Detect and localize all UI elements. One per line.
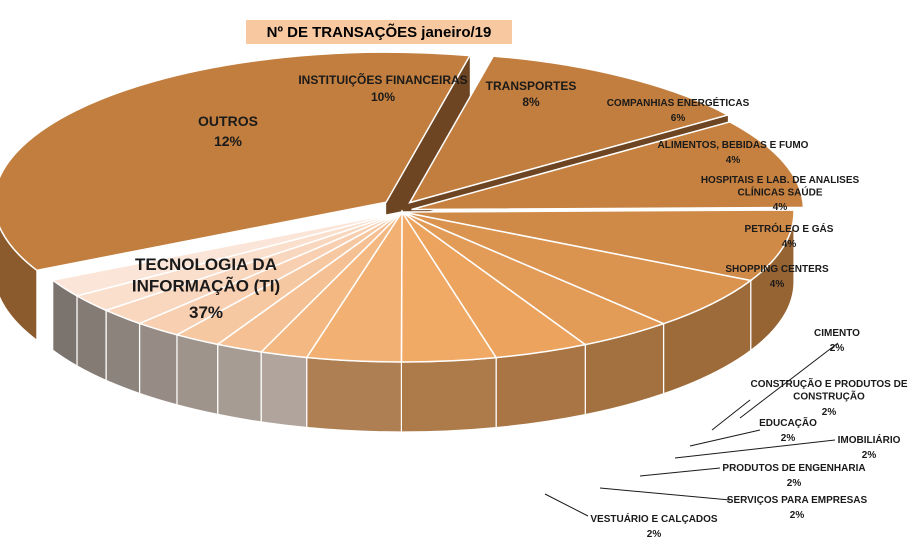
slice-value-1: 12% [214, 133, 243, 149]
slice-label-4: COMPANHIAS ENERGÉTICAS [607, 96, 750, 109]
slice-labels: TECNOLOGIA DA INFORMAÇÃO (TI) 37% OUTROS 12%… [132, 72, 908, 540]
pie-slice-1 [408, 55, 730, 204]
slice-label-7: PETRÓLEO E GÁS [745, 222, 834, 235]
slice-label-12: IMOBILIÁRIO [838, 433, 901, 446]
pie-slice-0 [0, 51, 472, 272]
pie-side-8 [306, 356, 403, 433]
slice-label-0: TECNOLOGIA DA INFORMAÇÃO (TI) [132, 255, 280, 295]
slice-label-1: OUTROS [198, 113, 258, 129]
slice-value-6: 4% [773, 202, 788, 213]
chart-title: Nº DE TRANSAÇÕES janeiro/19 [246, 20, 512, 44]
leader-lines [544, 342, 839, 517]
pie-side-7 [400, 356, 497, 433]
pie-slice-4 [401, 211, 753, 325]
slice-value-2: 10% [371, 90, 395, 104]
slice-label-14: SERVIÇOS PARA EMPRESAS [727, 495, 868, 506]
slice-value-10: 2% [822, 407, 837, 418]
leader-line-11 [689, 429, 761, 447]
pie-slice-2 [411, 121, 805, 211]
pie-slice-3 [401, 209, 795, 282]
leader-line-12 [674, 439, 836, 459]
slice-label-15: VESTUÁRIO E CALÇADOS [590, 512, 718, 525]
pie-side-12 [138, 322, 178, 406]
leader-line-15 [544, 493, 589, 517]
pie-slice-15 [50, 211, 403, 297]
slice-value-5: 4% [726, 155, 741, 166]
pie-side-11 [176, 334, 219, 416]
pie-side-13 [105, 309, 141, 395]
slice-value-12: 2% [862, 450, 877, 461]
slice-label-6: HOSPITAIS E LAB. DE ANALISES CLÍNICAS SAÚ… [701, 175, 860, 199]
slice-label-13: PRODUTOS DE ENGENHARIA [722, 463, 865, 474]
slice-value-9: 2% [830, 343, 845, 354]
leader-line-14 [599, 487, 731, 501]
slice-label-5: ALIMENTOS, BEBIDAS E FUMO [658, 140, 809, 151]
slice-label-11: EDUCAÇÃO [759, 416, 817, 429]
slice-label-9: CIMENTO [814, 328, 860, 339]
slice-value-8: 4% [770, 279, 785, 290]
slice-value-3: 8% [522, 95, 540, 109]
slice-value-15: 2% [647, 529, 662, 540]
slice-label-8: SHOPPING CENTERS [725, 264, 829, 275]
slice-label-10: CONSTRUÇÃO E PRODUTOS DE CONSTRUÇÃO [750, 377, 907, 403]
slice-value-11: 2% [781, 433, 796, 444]
leader-line-13 [639, 467, 721, 477]
leader-line-10 [711, 399, 751, 431]
slice-label-2: INSTITUIÇÕES FINANCEIRAS [298, 72, 467, 87]
leader-line-9 [739, 342, 839, 419]
pie-side-10 [217, 343, 262, 423]
slice-value-7: 4% [782, 239, 797, 250]
pie-tops [0, 51, 805, 363]
pie-sides [0, 211, 795, 433]
slice-label-3: TRANSPORTES [486, 79, 577, 93]
slice-value-14: 2% [790, 510, 805, 521]
slice-value-0: 37% [189, 303, 223, 322]
slice-value-13: 2% [787, 478, 802, 489]
pie-side-6 [495, 343, 586, 429]
slice-value-4: 6% [671, 113, 686, 124]
pie-side-9 [260, 351, 308, 429]
